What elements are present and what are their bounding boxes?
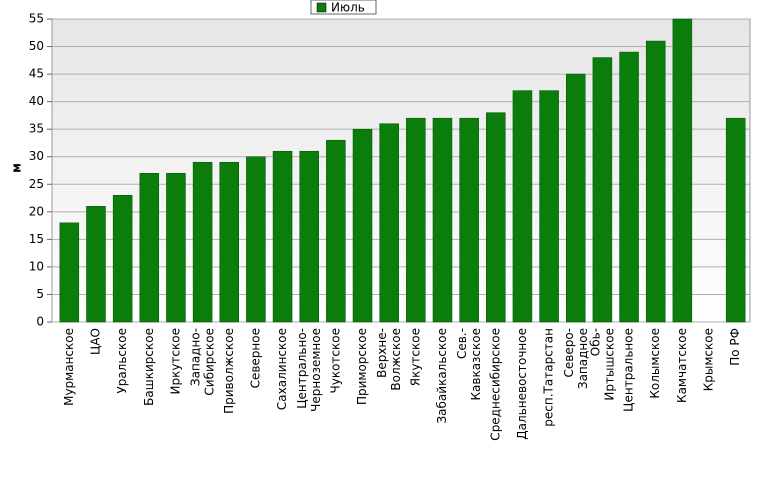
x-tick-label: Центральное <box>622 328 636 412</box>
bar <box>59 222 80 323</box>
legend-label: Июль <box>331 1 365 15</box>
bar <box>352 128 373 323</box>
bar <box>246 156 266 323</box>
y-tick-label: 55 <box>29 12 44 26</box>
x-tick-label: По РФ <box>728 328 742 366</box>
bar <box>272 150 293 323</box>
legend-box <box>310 0 377 15</box>
bar <box>86 206 106 323</box>
x-tick-label: Северное <box>248 328 262 388</box>
y-tick-label: 35 <box>29 122 44 136</box>
x-tick-label: Северо-Западное <box>561 328 589 389</box>
x-tick-label: Сахалинское <box>275 328 289 410</box>
y-tick-label: 30 <box>29 149 44 163</box>
x-tick-label: Чукотское <box>328 328 342 393</box>
x-tick-label: Камчатское <box>675 328 689 403</box>
bar <box>459 117 479 323</box>
x-tick-label: Колымское <box>648 328 662 399</box>
x-tick-label: Верхне-Волжское <box>375 328 403 391</box>
bar <box>406 117 426 323</box>
y-tick-label: 40 <box>29 94 44 108</box>
x-tick-label: респ.Татарстан <box>542 328 556 427</box>
bar <box>619 51 639 323</box>
bar <box>299 150 319 323</box>
legend-swatch <box>316 2 327 13</box>
bar <box>566 73 586 323</box>
y-tick-label: 0 <box>36 315 44 329</box>
bar <box>539 90 559 323</box>
legend: Июль <box>310 0 377 15</box>
x-tick-label: Башкирское <box>142 328 156 406</box>
bar <box>139 173 160 323</box>
x-tick-label: Иркутское <box>168 328 182 395</box>
y-tick-label: 10 <box>29 259 44 273</box>
x-tick-label: ЦАО <box>88 328 102 355</box>
bar <box>725 117 746 323</box>
bar <box>645 40 666 323</box>
bar <box>219 161 239 323</box>
bar <box>432 117 453 323</box>
y-tick-label: 45 <box>29 67 44 81</box>
bar <box>672 18 693 323</box>
x-tick-label: Забайкальское <box>435 328 449 424</box>
bar <box>112 195 133 323</box>
y-tick-label: 15 <box>29 232 44 246</box>
y-tick-label: 5 <box>36 287 44 301</box>
x-tick-label: Крымское <box>702 328 716 391</box>
x-tick-label: Дальневосточное <box>515 328 529 440</box>
x-tick-label: Сев.-Кавказское <box>455 328 483 401</box>
y-tick-label: 25 <box>29 177 44 191</box>
x-tick-label: Уральское <box>115 328 129 394</box>
bar <box>166 173 186 323</box>
y-axis-label: м <box>10 163 24 173</box>
y-tick-label: 20 <box>29 204 44 218</box>
bar <box>486 112 506 323</box>
bar <box>379 123 399 323</box>
bar <box>512 90 533 323</box>
x-tick-label: Западно-Сибирское <box>188 328 216 396</box>
x-tick-label: Центрально-Черноземное <box>295 328 323 412</box>
x-tick-label: Приморское <box>355 328 369 405</box>
y-tick-label: 50 <box>29 39 44 53</box>
x-tick-label: Приволжское <box>222 328 236 414</box>
x-tick-label: Обь-Иртышское <box>588 328 616 401</box>
x-tick-label: Якутское <box>408 328 422 386</box>
x-tick-label: Мурманское <box>62 328 76 406</box>
x-tick-label: Среднесибирское <box>488 328 502 441</box>
bar <box>592 57 613 323</box>
bar <box>192 161 213 323</box>
bar <box>326 139 346 323</box>
